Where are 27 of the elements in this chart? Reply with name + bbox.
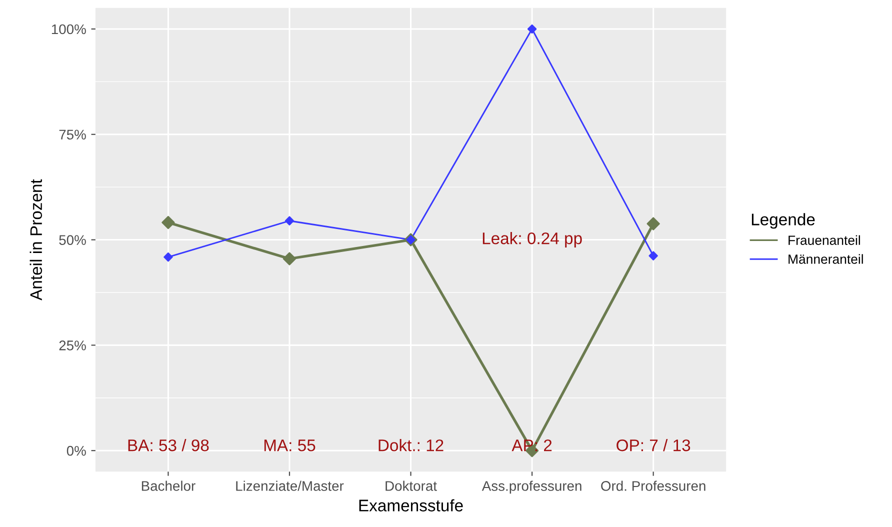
y-tick-label: 50%: [59, 235, 86, 245]
annotation: MA: 55: [264, 440, 316, 452]
y-tick-label: 0%: [66, 446, 86, 456]
annotation: OP: 7 / 13: [616, 439, 690, 452]
legend-title: Legende: [752, 213, 815, 229]
point: [527, 24, 537, 34]
y-tick-label: 25%: [59, 340, 86, 350]
annotation: BA: 53 / 98: [128, 439, 209, 452]
x-tick-label: Ass.professuren: [482, 480, 582, 494]
point: [284, 216, 294, 226]
x-tick-label: Doktorat: [386, 480, 437, 491]
y-tick-label: 100%: [52, 24, 86, 34]
legend-label: Frauenanteil: [788, 235, 860, 245]
point: [646, 217, 660, 230]
point: [164, 252, 173, 262]
point: [282, 252, 296, 266]
x-tick-label: Bachelor: [142, 480, 196, 491]
point: [648, 251, 658, 260]
x-tick-label: Lizenziate/Master: [236, 480, 344, 491]
y-tick-label: 75%: [59, 130, 86, 140]
x-tick-label: Ord. Professuren: [601, 480, 706, 491]
annotation: Dokt.: 12: [378, 439, 444, 452]
annotation: Leak: 0.24 pp: [482, 232, 582, 248]
x-axis-title: Examensstufe: [359, 499, 463, 512]
legend-label: Männeranteil: [788, 254, 863, 264]
point: [162, 216, 175, 230]
y-axis-title: Anteil in Prozent: [30, 179, 42, 300]
